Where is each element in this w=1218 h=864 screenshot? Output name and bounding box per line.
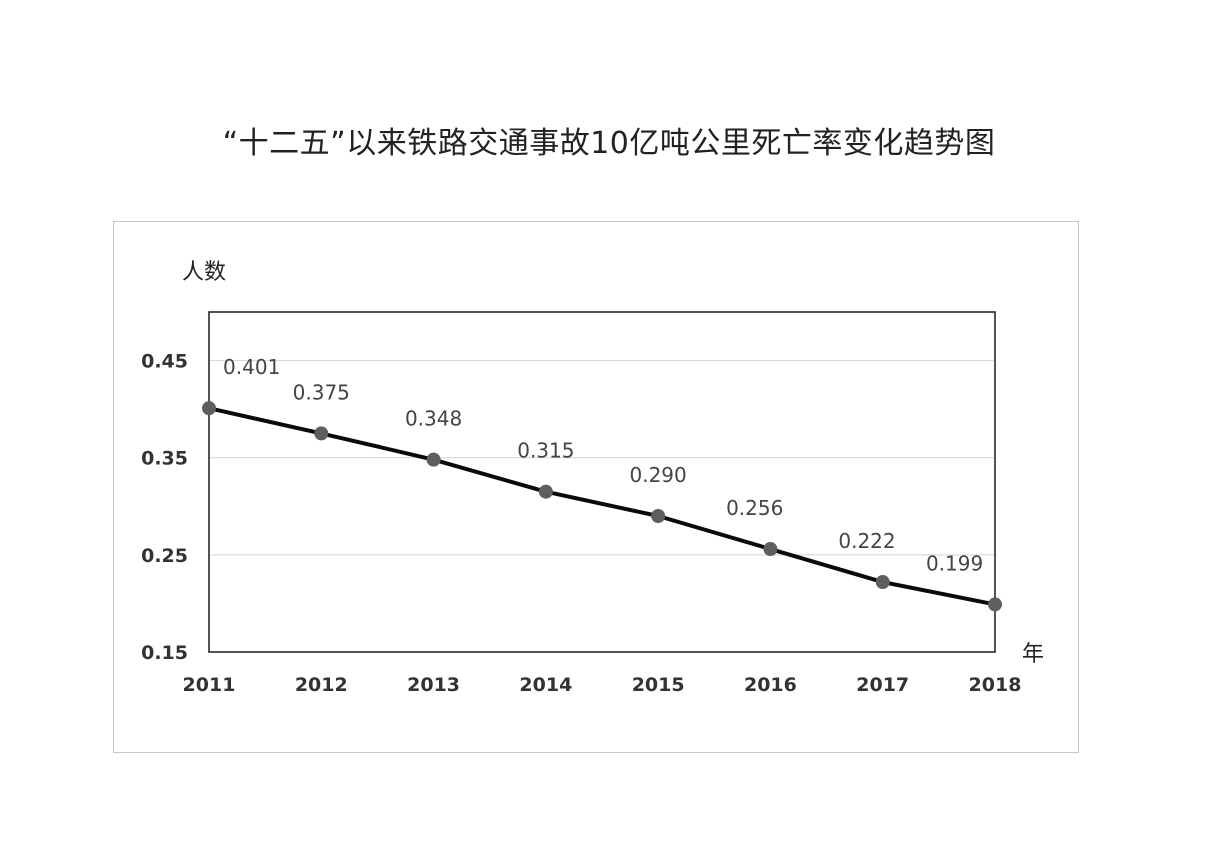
x-tick-label: 2016 — [744, 674, 797, 696]
data-point — [763, 542, 778, 557]
data-point — [538, 484, 553, 499]
data-point — [651, 509, 666, 523]
data-point — [426, 452, 441, 467]
y-axis-label: 人数 — [182, 260, 227, 285]
x-axis-unit-label: 年 — [1022, 642, 1045, 667]
data-point — [202, 401, 216, 416]
data-point — [875, 575, 890, 590]
x-tick-label: 2012 — [295, 674, 348, 696]
y-tick-label: 0.25 — [141, 545, 188, 567]
x-tick-label: 2013 — [407, 674, 460, 696]
data-label: 0.375 — [293, 380, 350, 404]
y-tick-label: 0.35 — [141, 448, 188, 470]
data-label: 0.290 — [630, 463, 687, 487]
data-label: 0.256 — [726, 496, 783, 520]
x-tick-label: 2017 — [856, 674, 909, 696]
chart-title: “十二五”以来铁路交通事故10亿吨公里死亡率变化趋势图 — [222, 126, 996, 161]
x-tick-label: 2011 — [183, 674, 236, 696]
data-label: 0.222 — [838, 529, 895, 553]
plot-area-border — [208, 311, 996, 653]
x-tick-label: 2014 — [519, 674, 572, 696]
data-point — [988, 597, 1002, 612]
data-point — [314, 426, 329, 441]
x-tick-label: 2015 — [632, 674, 685, 696]
data-label: 0.315 — [517, 439, 574, 463]
data-label: 0.199 — [926, 551, 983, 575]
chart-frame — [113, 221, 1079, 753]
data-label: 0.401 — [223, 355, 280, 379]
y-tick-label: 0.15 — [141, 642, 188, 664]
x-tick-label: 2018 — [969, 674, 1022, 696]
y-tick-label: 0.45 — [141, 351, 188, 373]
data-label: 0.348 — [405, 407, 462, 431]
series-line — [208, 406, 996, 607]
